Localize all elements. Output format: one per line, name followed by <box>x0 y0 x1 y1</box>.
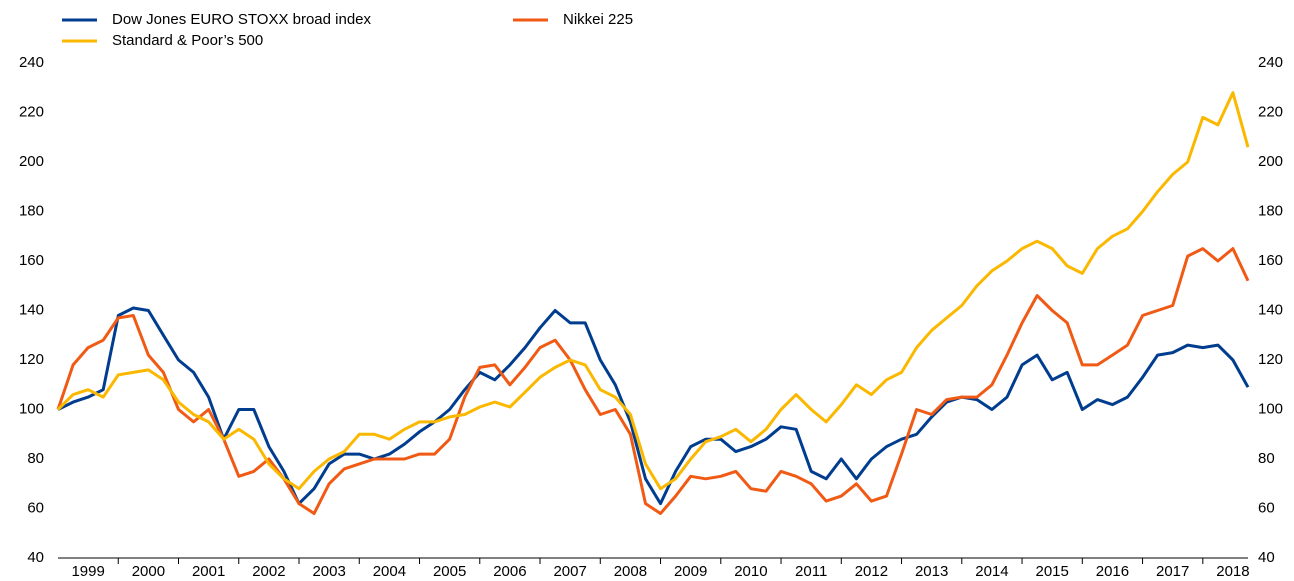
y2-tick-label: 180 <box>1258 202 1283 219</box>
x-tick-label: 2001 <box>192 563 225 580</box>
x-tick-label: 2010 <box>734 563 767 580</box>
x-tick-label: 2013 <box>915 563 948 580</box>
x-tick-label: 2000 <box>132 563 165 580</box>
y2-tick-label: 40 <box>1258 549 1275 566</box>
x-tick-label: 2018 <box>1216 563 1249 580</box>
y-tick-label: 240 <box>19 54 44 71</box>
y-tick-label: 60 <box>27 499 44 516</box>
y2-tick-label: 60 <box>1258 499 1275 516</box>
series-line <box>56 91 1250 491</box>
legend-label: Nikkei 225 <box>563 11 633 28</box>
y2-tick-label: 200 <box>1258 153 1283 170</box>
legend-label: Dow Jones EURO STOXX broad index <box>112 11 372 28</box>
y2-tick-label: 220 <box>1258 103 1283 120</box>
y2-tick-label: 240 <box>1258 54 1283 71</box>
x-tick-label: 2006 <box>493 563 526 580</box>
x-tick-label: 2015 <box>1035 563 1068 580</box>
y-tick-label: 140 <box>19 301 44 318</box>
legend-label: Standard & Poor’s 500 <box>112 32 263 49</box>
series-line <box>57 306 1250 506</box>
y2-tick-label: 120 <box>1258 351 1283 368</box>
y-tick-label: 200 <box>19 153 44 170</box>
x-tick-label: 2007 <box>553 563 586 580</box>
y2-tick-label: 80 <box>1258 450 1275 467</box>
x-tick-label: 2012 <box>855 563 888 580</box>
x-tick-label: 2011 <box>795 563 827 580</box>
x-tick-label: 2009 <box>674 563 707 580</box>
series-line <box>56 247 1250 515</box>
x-tick-label: 2008 <box>614 563 647 580</box>
y2-tick-label: 160 <box>1258 252 1283 269</box>
x-tick-label: 2004 <box>373 563 406 580</box>
y2-tick-label: 100 <box>1258 400 1283 417</box>
x-tick-label: 2005 <box>433 563 466 580</box>
y-tick-label: 180 <box>19 202 44 219</box>
x-tick-label: 2016 <box>1096 563 1129 580</box>
y-tick-label: 40 <box>27 549 44 566</box>
x-tick-label: 2017 <box>1156 563 1189 580</box>
x-tick-label: 2003 <box>312 563 345 580</box>
y-tick-label: 160 <box>19 252 44 269</box>
x-tick-label: 1999 <box>71 563 104 580</box>
y-tick-label: 220 <box>19 103 44 120</box>
y-tick-label: 80 <box>27 450 44 467</box>
x-tick-label: 2002 <box>252 563 285 580</box>
y-tick-label: 100 <box>19 400 44 417</box>
y2-tick-label: 140 <box>1258 301 1283 318</box>
x-tick-label: 2014 <box>975 563 1008 580</box>
y-tick-label: 120 <box>19 351 44 368</box>
